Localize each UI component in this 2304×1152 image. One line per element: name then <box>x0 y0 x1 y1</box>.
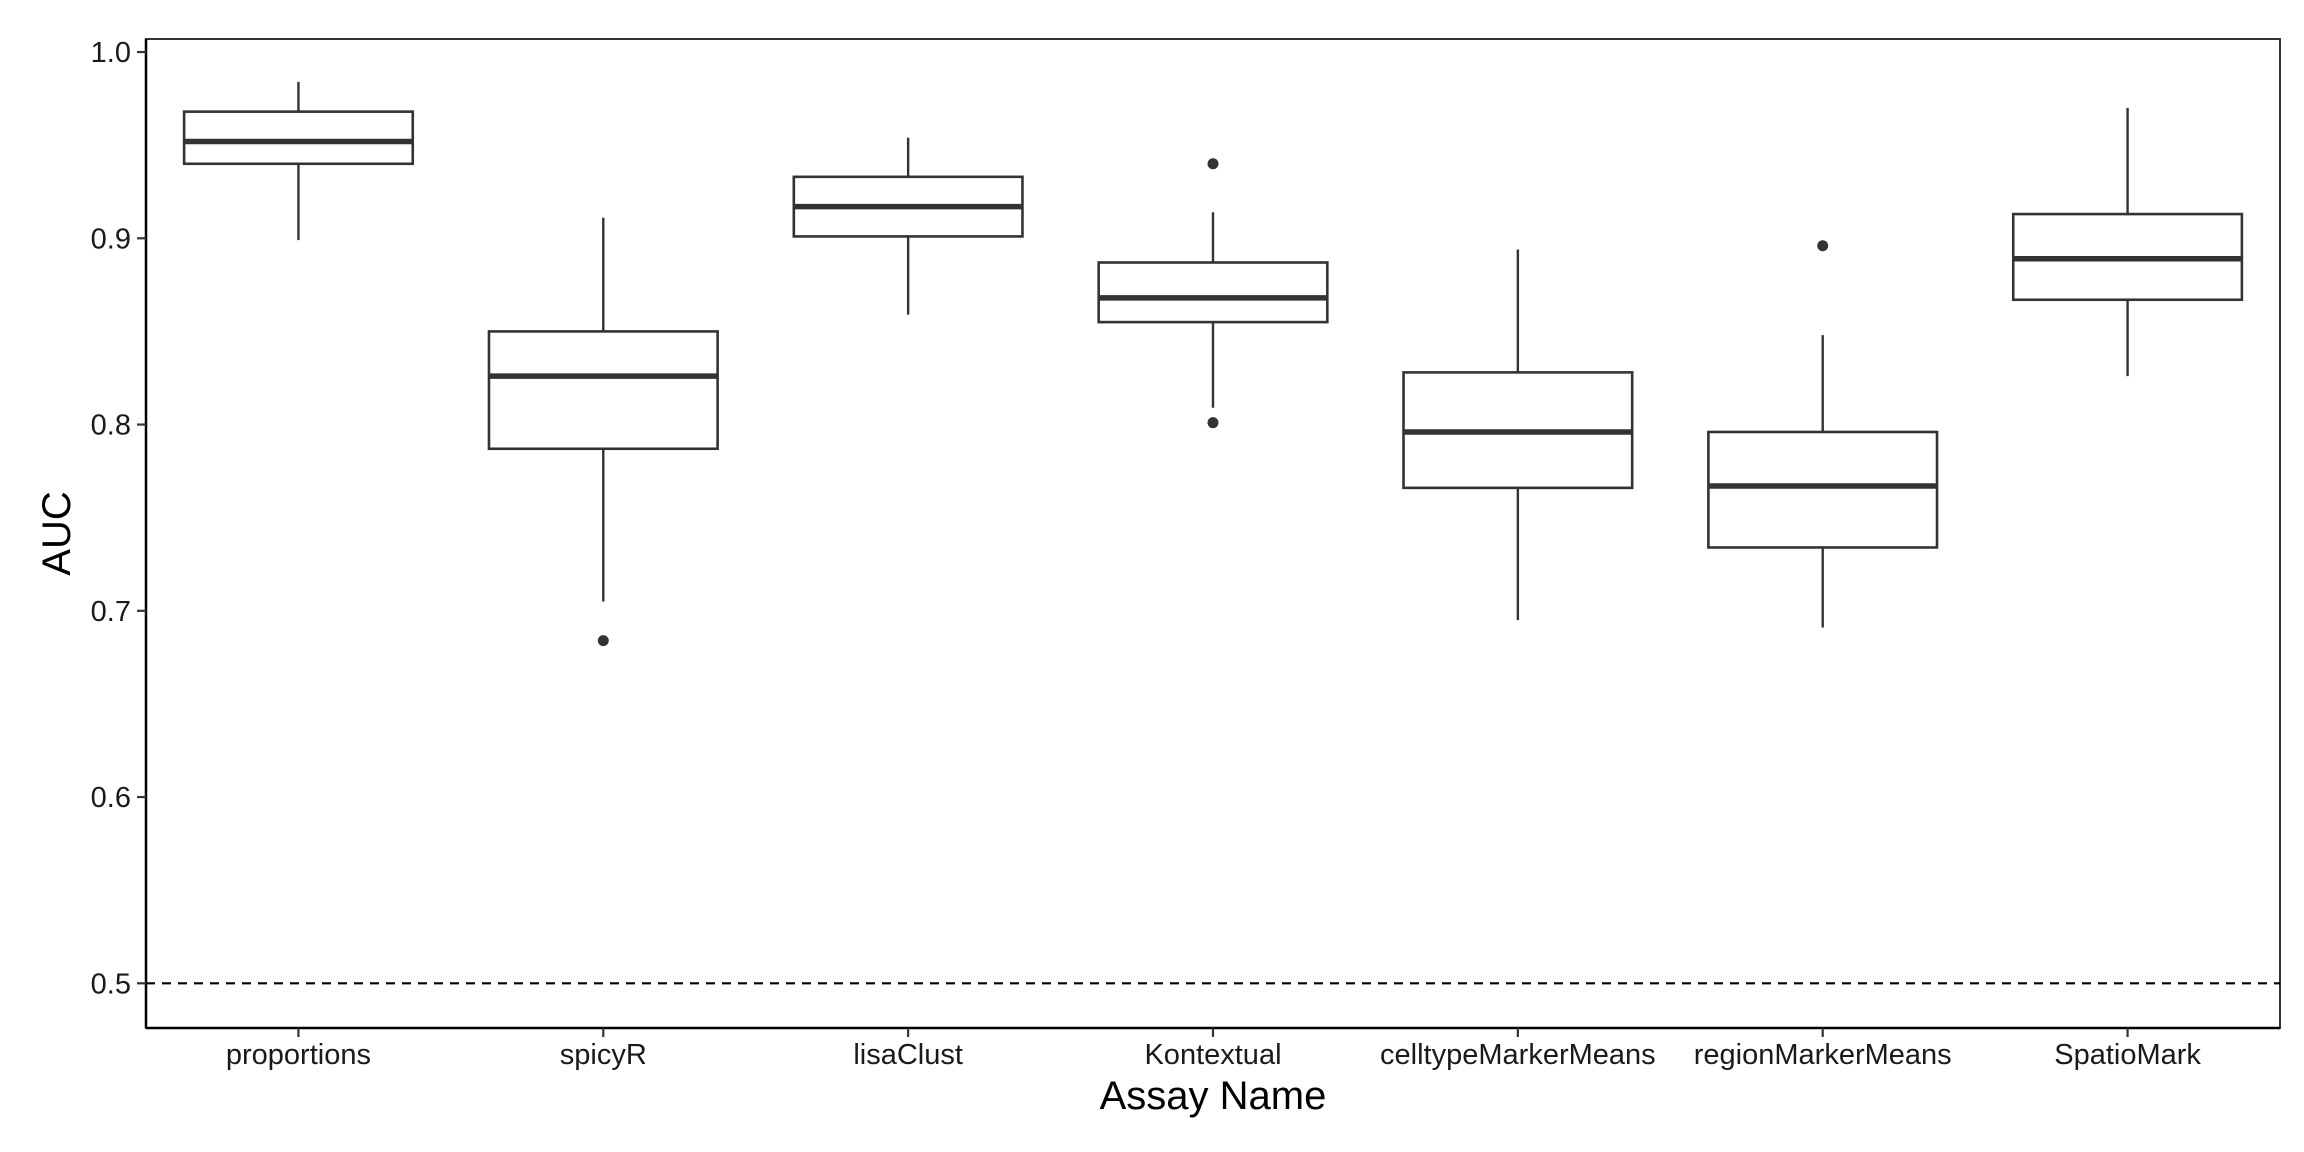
box-group-regionMarkerMeans <box>1707 240 1939 628</box>
y-axis-title: AUC <box>35 491 79 575</box>
box-group-lisaClust <box>792 137 1024 315</box>
x-axis-ticks: proportions spicyR lisaClust Kontextual cell… <box>226 1028 2201 1071</box>
plot-marks <box>146 81 2280 985</box>
y-tick-label: 1.0 <box>91 37 131 69</box>
outlier-point <box>1817 240 1829 252</box>
box-group-Kontextual <box>1097 158 1329 429</box>
x-tick-label: celltypeMarkerMeans <box>1380 1039 1656 1071</box>
x-tick-label: SpatioMark <box>2054 1039 2201 1071</box>
box-group-spicyR <box>487 217 719 647</box>
box-group-SpatioMark <box>2011 107 2244 377</box>
x-tick-label: regionMarkerMeans <box>1694 1039 1952 1071</box>
x-tick-label: Kontextual <box>1144 1039 1281 1071</box>
x-tick-label: proportions <box>226 1039 371 1071</box>
y-tick-label: 0.8 <box>91 410 131 442</box>
y-tick-label: 0.9 <box>91 223 131 255</box>
box-group-proportions <box>182 81 415 241</box>
x-tick-label: spicyR <box>560 1039 647 1071</box>
outlier-point <box>1207 158 1219 170</box>
y-tick-label: 0.5 <box>91 968 131 1000</box>
y-tick-label: 0.7 <box>91 596 131 628</box>
box <box>487 330 719 451</box>
box <box>1707 430 1939 549</box>
y-tick-label: 0.6 <box>91 782 131 814</box>
box <box>182 110 415 166</box>
outlier-point <box>597 635 609 647</box>
x-axis-title: Assay Name <box>1100 1074 1327 1118</box>
box <box>1097 261 1329 324</box>
box-group-celltypeMarkerMeans <box>1402 249 1634 621</box>
outlier-point <box>1207 417 1219 429</box>
y-axis-ticks: 0.5 0.6 0.7 0.8 0.9 1.0 <box>91 37 146 1000</box>
x-tick-label: lisaClust <box>853 1039 963 1071</box>
